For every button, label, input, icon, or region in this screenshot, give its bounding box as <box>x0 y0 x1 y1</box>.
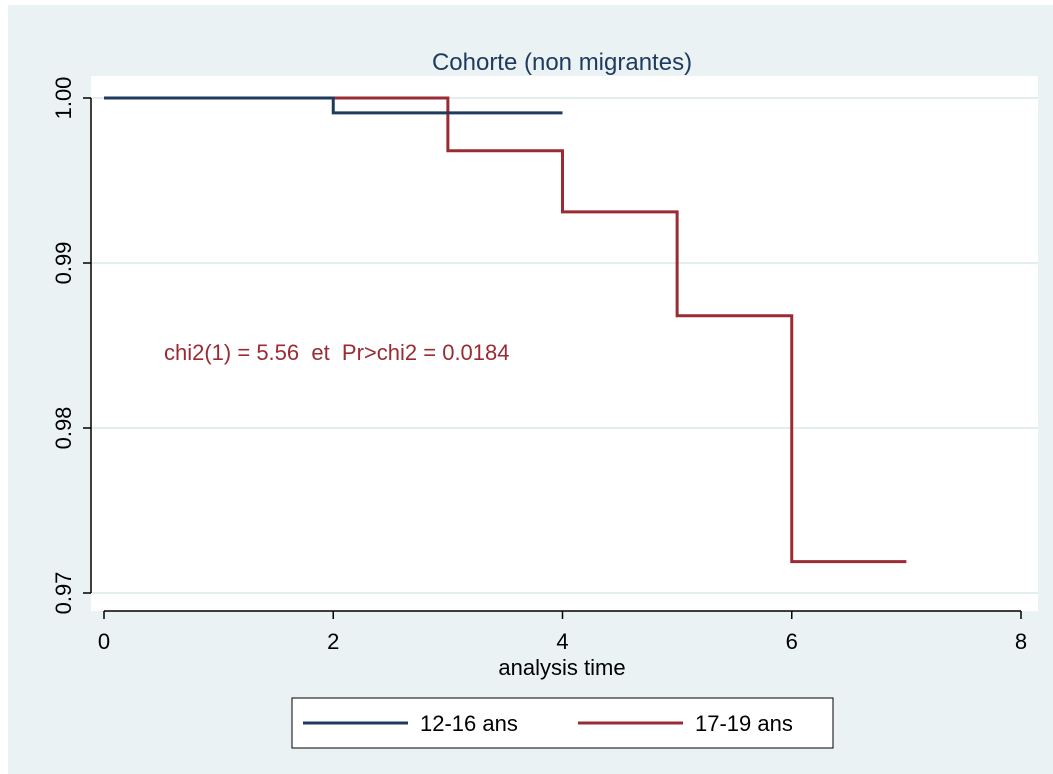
x-tick-label-3: 6 <box>786 629 798 654</box>
series-line-12-16-ans <box>104 96 563 115</box>
series-layer <box>104 96 907 564</box>
y-tick-label-0: 0.97 <box>51 572 76 615</box>
x-tick-label-4: 8 <box>1015 629 1027 654</box>
chart-title: Cohorte (non migrantes) <box>432 49 692 76</box>
series-line-17-19-ans <box>104 96 907 564</box>
x-tick-label-0: 0 <box>98 629 110 654</box>
chi2-annotation: chi2(1) = 5.56 et Pr>chi2 = 0.0184 <box>164 340 510 365</box>
legend: 12-16 ans 17-19 ans <box>291 697 834 749</box>
plot-area <box>91 76 1038 611</box>
x-axis-label: analysis time <box>498 655 625 680</box>
y-tick-label-2: 0.99 <box>51 242 76 285</box>
axes: 0.97 0.98 0.99 1.00 0 2 4 6 8 <box>51 77 1027 654</box>
y-tick-label-3: 1.00 <box>51 77 76 120</box>
legend-label-12-16: 12-16 ans <box>420 711 518 736</box>
legend-label-17-19: 17-19 ans <box>695 711 793 736</box>
x-tick-label-2: 4 <box>556 629 568 654</box>
x-tick-label-1: 2 <box>327 629 339 654</box>
y-tick-label-1: 0.98 <box>51 407 76 450</box>
